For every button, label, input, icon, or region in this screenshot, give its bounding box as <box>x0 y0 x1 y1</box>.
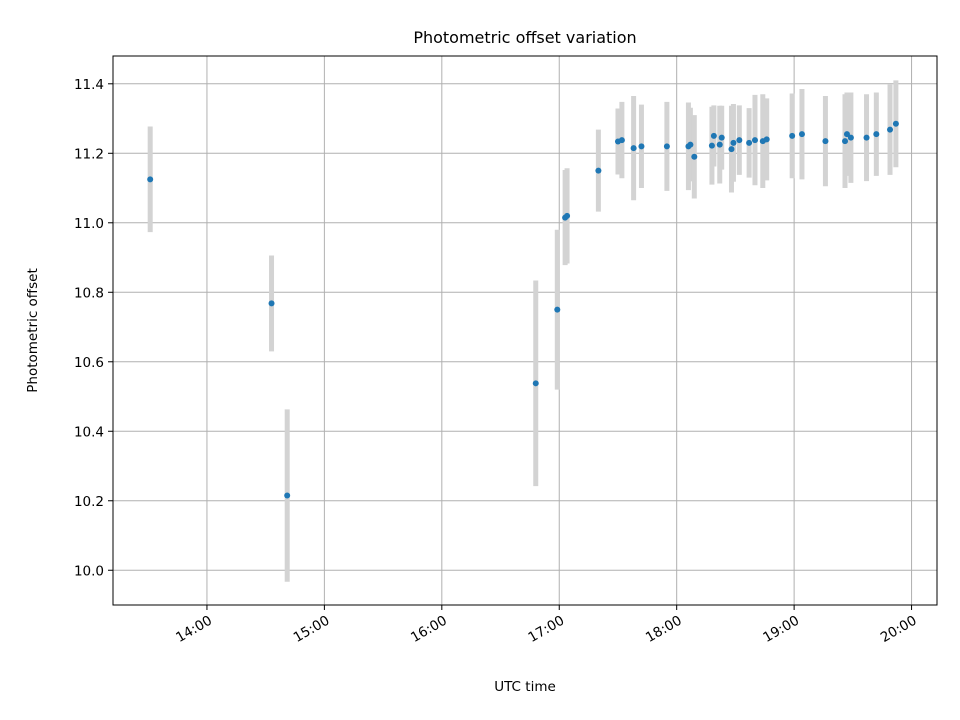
plot-frame <box>112 55 938 606</box>
data-point <box>746 139 753 146</box>
y-tick-label: 11.2 <box>74 146 104 162</box>
data-point <box>751 137 758 144</box>
data-point <box>532 380 539 387</box>
data-point <box>595 167 602 174</box>
data-point <box>147 176 154 183</box>
y-tick-label: 10.4 <box>74 424 104 440</box>
data-point <box>716 141 723 148</box>
data-point <box>892 120 899 127</box>
y-tick-label: 10.2 <box>74 494 104 510</box>
x-axis-label: UTC time <box>494 679 556 695</box>
data-point <box>887 126 894 133</box>
data-layer <box>147 80 899 582</box>
data-point <box>822 138 829 145</box>
y-axis-label: Photometric offset <box>25 268 41 392</box>
y-tick-label: 11.0 <box>74 216 104 232</box>
data-point <box>842 138 849 145</box>
data-point <box>663 143 670 150</box>
chart-title: Photometric offset variation <box>413 28 636 47</box>
data-point <box>284 492 291 499</box>
data-point <box>736 137 743 144</box>
data-point <box>843 131 850 138</box>
data-point <box>268 300 275 307</box>
data-point <box>789 132 796 139</box>
data-point <box>863 134 870 141</box>
data-point <box>564 212 571 219</box>
data-point <box>638 143 645 150</box>
y-tick-label: 11.4 <box>74 77 104 93</box>
data-point <box>708 142 715 149</box>
data-point <box>691 153 698 160</box>
y-tick-label: 10.8 <box>74 285 104 301</box>
data-point <box>710 132 717 139</box>
y-tick-label: 10.0 <box>74 563 104 579</box>
data-point <box>554 306 561 313</box>
data-point <box>687 141 694 148</box>
data-point <box>763 136 770 143</box>
data-point <box>873 131 880 138</box>
y-tick-label: 10.6 <box>74 355 104 371</box>
data-point <box>618 137 625 144</box>
data-point <box>718 134 725 141</box>
data-point <box>730 139 737 146</box>
data-point <box>728 146 735 153</box>
data-point <box>798 131 805 138</box>
data-point <box>847 134 854 141</box>
data-point <box>630 145 637 152</box>
